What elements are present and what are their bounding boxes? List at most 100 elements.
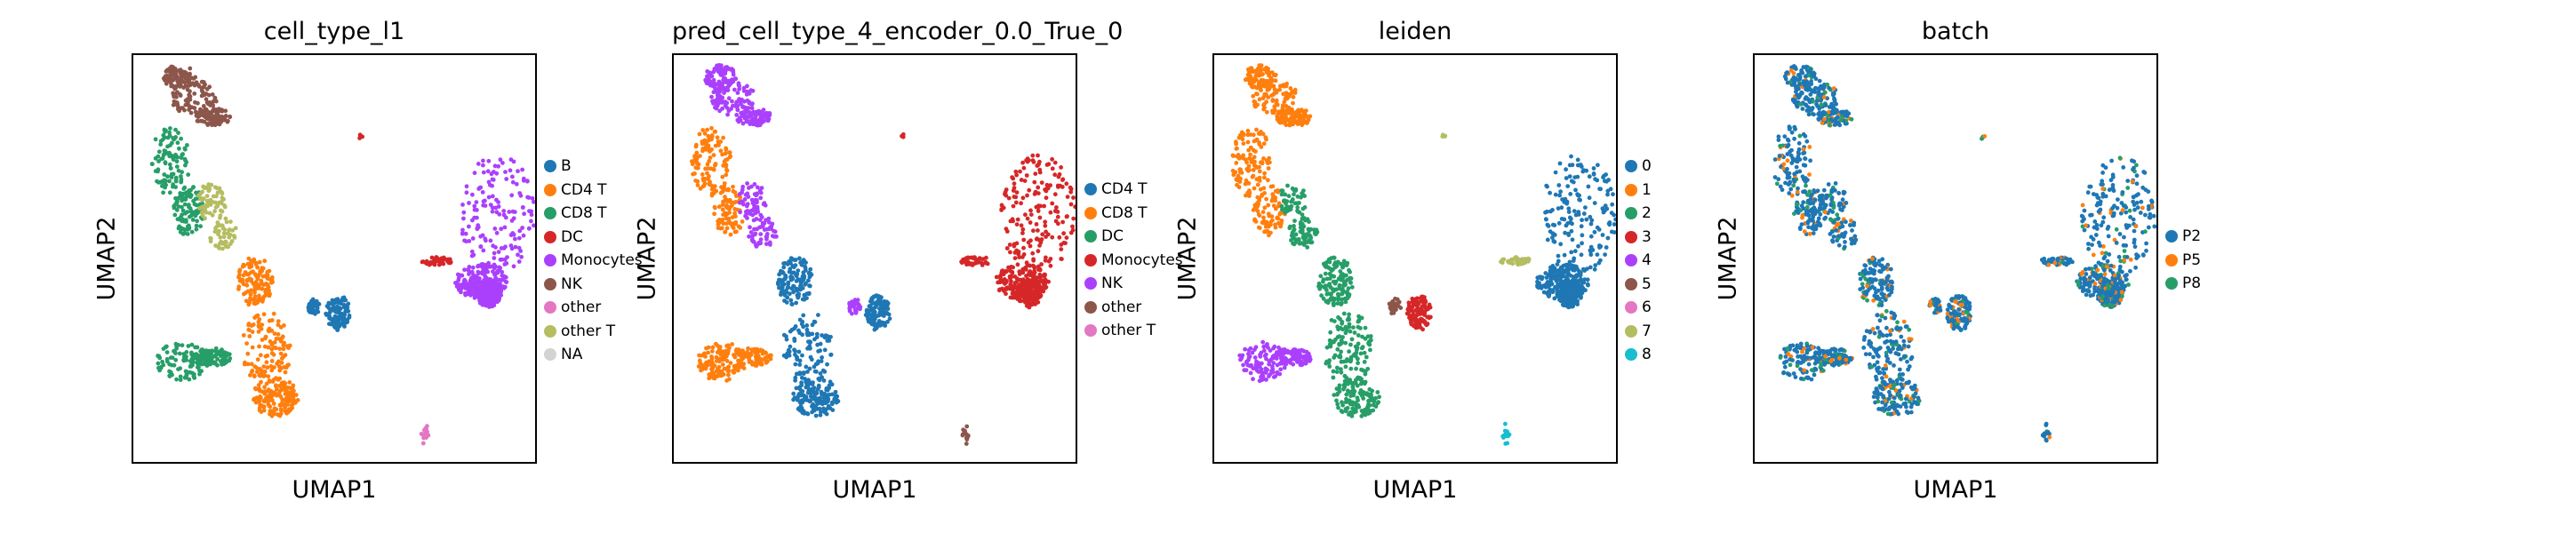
scatter-point	[1262, 191, 1267, 195]
scatter-point	[525, 195, 530, 200]
scatter-point	[421, 435, 426, 441]
scatter-point	[764, 351, 768, 355]
scatter-point	[723, 195, 727, 200]
scatter-point	[208, 236, 213, 241]
scatter-point	[850, 311, 854, 316]
scatter-point	[812, 320, 818, 324]
scatter-point	[1021, 165, 1027, 171]
scatter-point	[163, 160, 168, 165]
scatter-point	[208, 197, 213, 203]
scatter-point	[1032, 192, 1037, 196]
scatter-point	[174, 164, 180, 169]
scatter-point	[1234, 161, 1239, 165]
scatter-point	[697, 358, 702, 363]
scatter-point	[259, 326, 264, 331]
scatter-point	[180, 106, 185, 110]
scatter-point	[419, 432, 424, 436]
scatter-point	[177, 108, 181, 114]
scatter-point	[712, 373, 716, 378]
scatter-point	[284, 398, 290, 402]
legend-marker	[544, 301, 556, 314]
scatter-point	[1046, 279, 1051, 284]
scatter-point	[248, 373, 252, 378]
scatter-point	[1257, 175, 1262, 180]
scatter-point	[762, 112, 767, 116]
scatter-point	[275, 412, 280, 418]
scatter-point	[1260, 339, 1266, 345]
scatter-point	[1335, 365, 1340, 370]
scatter-point	[195, 219, 199, 224]
scatter-point	[1259, 374, 1263, 379]
scatter-point	[854, 298, 859, 303]
scatter-point	[1294, 359, 1300, 364]
scatter-point	[1251, 377, 1255, 382]
scatter-point	[516, 169, 520, 174]
legend-label: NK	[561, 274, 582, 293]
scatter-point	[1028, 278, 1034, 283]
scatter-point	[513, 236, 517, 242]
scatter-point	[726, 372, 731, 378]
scatter-point	[267, 403, 272, 409]
scatter-point	[1022, 179, 1028, 184]
scatter-point	[739, 358, 744, 363]
scatter-point	[1267, 359, 1272, 363]
scatter-point	[1248, 74, 1253, 78]
plot-area	[1212, 53, 1618, 464]
scatter-point	[212, 107, 218, 113]
scatter-point	[163, 179, 168, 183]
scatter-point	[180, 227, 186, 232]
scatter-point	[1284, 360, 1288, 365]
legend-marker	[1084, 253, 1097, 266]
scatter-point	[225, 119, 230, 124]
scatter-point	[711, 101, 716, 106]
scatter-point	[886, 312, 892, 317]
scatter-point	[223, 108, 228, 114]
scatter-point	[1230, 153, 1236, 158]
scatter-point	[200, 213, 205, 219]
scatter-point	[219, 117, 224, 123]
scatter-point	[1354, 366, 1358, 371]
scatter-point	[1332, 353, 1338, 358]
scatter-point	[1354, 354, 1358, 359]
scatter-point	[177, 81, 181, 86]
scatter-point	[221, 235, 227, 240]
scatter-point	[752, 232, 757, 237]
scatter-point	[196, 115, 201, 119]
scatter-point	[182, 185, 188, 190]
scatter-point	[887, 316, 892, 322]
scatter-point	[1344, 290, 1348, 295]
scatter-point	[816, 349, 820, 354]
scatter-point	[476, 162, 481, 166]
scatter-point	[213, 205, 219, 210]
scatter-point	[307, 303, 312, 308]
scatter-point	[1244, 178, 1249, 183]
scatter-point	[177, 146, 181, 151]
legend-marker	[1084, 230, 1097, 243]
scatter-point	[713, 162, 718, 166]
scatter-point	[1243, 181, 1248, 187]
scatter-point	[703, 166, 708, 171]
scatter-point	[705, 171, 709, 176]
scatter-point	[1278, 367, 1284, 372]
scatter-point	[822, 401, 828, 405]
scatter-point	[265, 365, 270, 370]
scatter-point	[188, 66, 193, 71]
scatter-point	[195, 118, 200, 123]
scatter-point	[721, 372, 726, 377]
scatter-point	[724, 172, 729, 178]
scatter-point	[256, 396, 261, 402]
scatter-point	[701, 362, 707, 368]
legend-label: CD8 T	[1101, 203, 1148, 222]
y-axis-label: UMAP2	[92, 216, 121, 301]
scatter-point	[204, 360, 210, 364]
scatter-point	[808, 354, 813, 360]
scatter-point	[774, 234, 779, 239]
scatter-point	[724, 163, 729, 169]
scatter-point	[796, 277, 801, 282]
scatter-point	[1012, 284, 1018, 290]
scatter-point	[446, 260, 452, 266]
scatter-point	[240, 277, 244, 282]
scatter-point	[1344, 396, 1348, 402]
scatter-point	[746, 195, 751, 199]
scatter-point	[503, 244, 508, 250]
